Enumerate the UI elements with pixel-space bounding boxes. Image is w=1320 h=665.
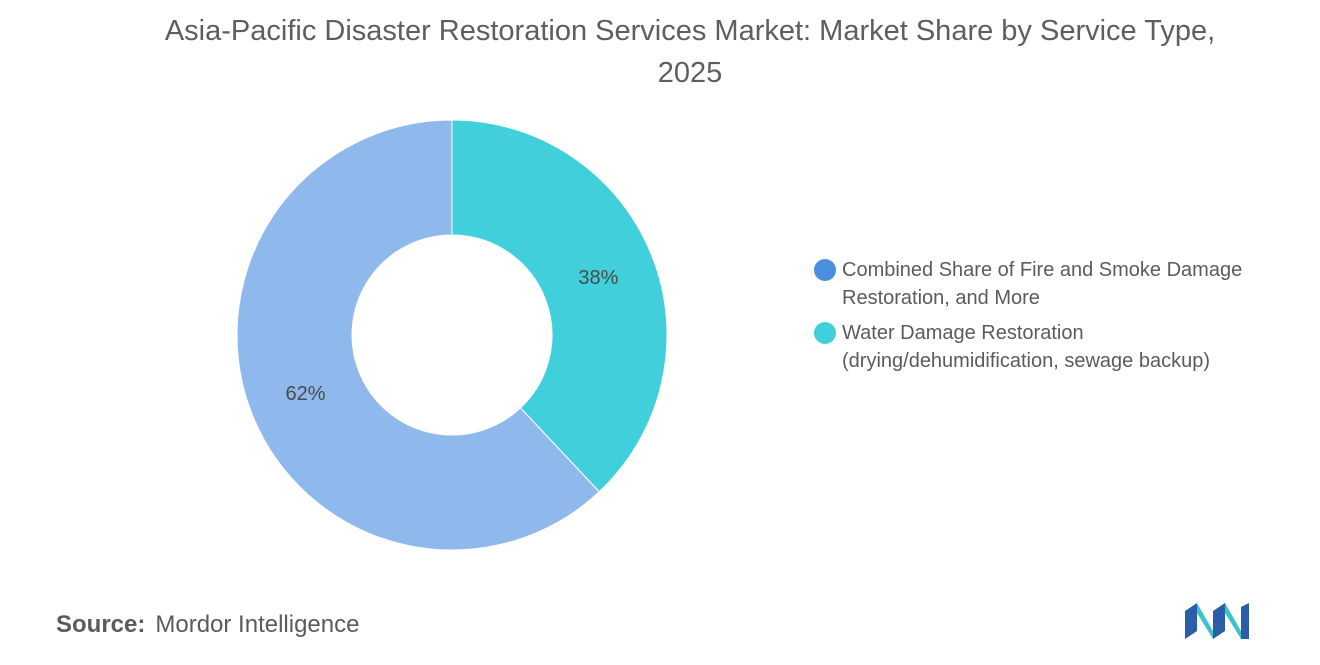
legend-swatch-water-damage <box>814 322 836 344</box>
source-label: Source: <box>56 611 146 638</box>
legend-item-fire-smoke: Combined Share of Fire and Smoke Damage … <box>814 256 1304 312</box>
legend-label-water-damage-line1: Water Damage Restoration <box>842 322 1084 344</box>
legend-swatch-fire-smoke <box>814 259 836 281</box>
donut-label-fire-smoke: 62% <box>286 383 326 405</box>
donut-slice-fire-smoke <box>236 119 600 551</box>
donut-slice-water-damage <box>451 119 668 493</box>
donut-label-water-damage: 38% <box>578 267 618 289</box>
donut-slices <box>236 119 668 551</box>
legend-item-water-damage: Water Damage Restoration (drying/dehumid… <box>814 319 1304 375</box>
chart-legend: Combined Share of Fire and Smoke Damage … <box>814 256 1304 382</box>
donut-value-labels: 38% 62% <box>286 267 619 405</box>
chart-title: Asia-Pacific Disaster Restoration Servic… <box>164 15 1216 89</box>
source-text: Mordor Intelligence <box>155 611 360 638</box>
source-note: Source: Mordor Intelligence <box>56 611 359 639</box>
legend-label-water-damage-line2: (drying/dehumidification, sewage backup) <box>842 350 1210 372</box>
mordor-intelligence-logo-icon <box>1185 603 1249 639</box>
legend-label-fire-smoke-line1: Combined Share of Fire and Smoke Damage <box>842 259 1243 281</box>
legend-label-fire-smoke-line2: Restoration, and More <box>842 287 1040 309</box>
